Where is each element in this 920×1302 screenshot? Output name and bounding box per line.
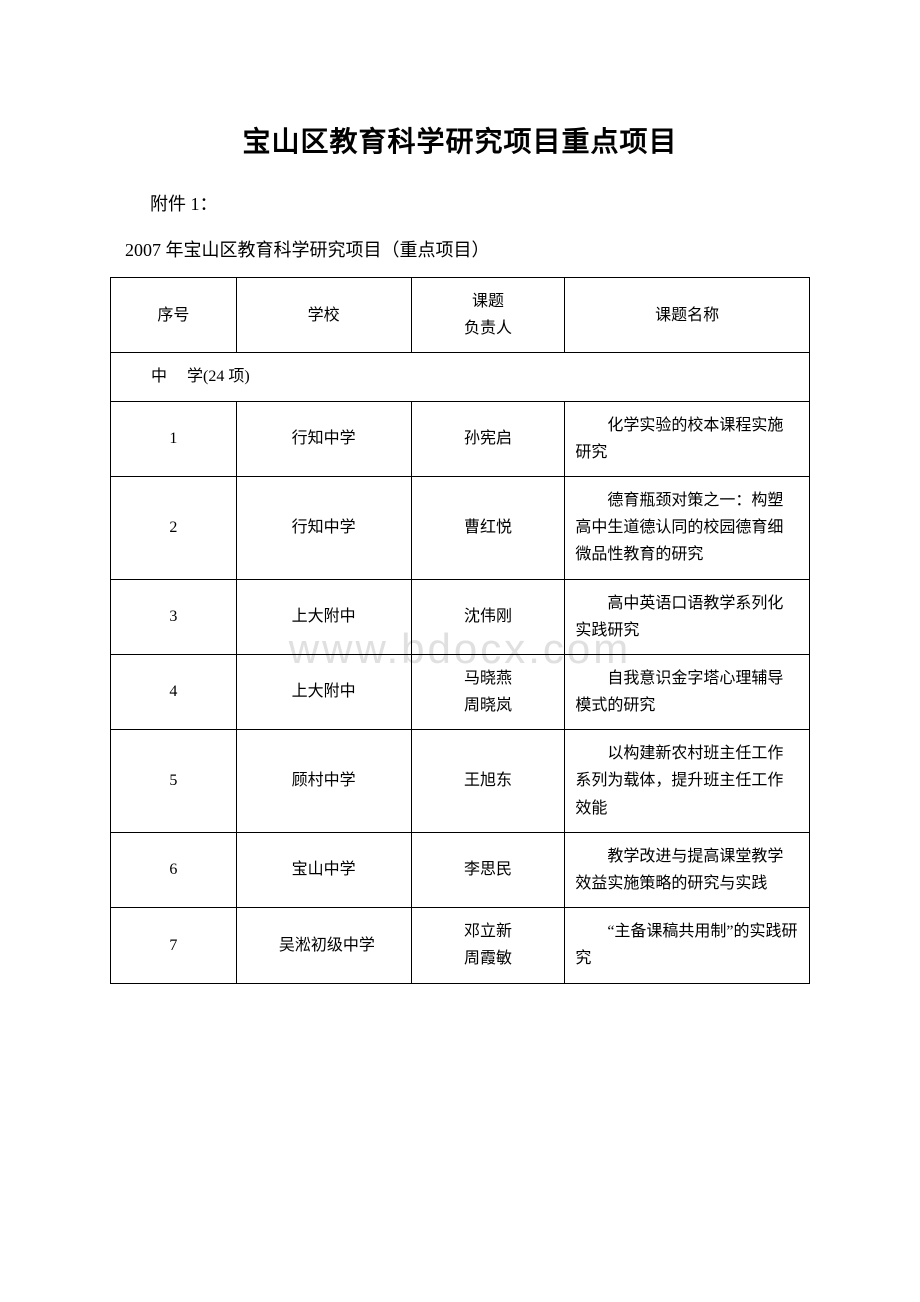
- cell-num: 3: [111, 579, 237, 654]
- cell-school: 宝山中学: [236, 832, 411, 907]
- cell-person: 王旭东: [411, 730, 565, 833]
- cell-school: 顾村中学: [236, 730, 411, 833]
- section-row: 中 学(24 项): [111, 353, 810, 401]
- cell-num: 4: [111, 654, 237, 729]
- cell-person: 孙宪启: [411, 401, 565, 476]
- table-header-row: 序号 学校 课题 负责人 课题名称: [111, 278, 810, 353]
- table-row: 1 行知中学 孙宪启 化学实验的校本课程实施研究: [111, 401, 810, 476]
- cell-topic: “主备课稿共用制”的实践研究: [565, 908, 810, 983]
- table-row: 5 顾村中学 王旭东 以构建新农村班主任工作系列为载体，提升班主任工作效能: [111, 730, 810, 833]
- table-row: 6 宝山中学 李思民 教学改进与提高课堂教学效益实施策略的研究与实践: [111, 832, 810, 907]
- cell-person: 马晓燕 周晓岚: [411, 654, 565, 729]
- cell-school: 行知中学: [236, 476, 411, 579]
- cell-person: 沈伟刚: [411, 579, 565, 654]
- cell-topic: 自我意识金字塔心理辅导模式的研究: [565, 654, 810, 729]
- subtitle: 2007 年宝山区教育科学研究项目（重点项目）: [125, 236, 810, 262]
- cell-person: 邓立新 周霞敏: [411, 908, 565, 983]
- cell-topic: 化学实验的校本课程实施研究: [565, 401, 810, 476]
- cell-num: 6: [111, 832, 237, 907]
- cell-num: 7: [111, 908, 237, 983]
- cell-num: 2: [111, 476, 237, 579]
- projects-table: 序号 学校 课题 负责人 课题名称 中 学(24 项) 1 行知中学 孙宪启 化…: [110, 277, 810, 984]
- table-row: 3 上大附中 沈伟刚 高中英语口语教学系列化实践研究: [111, 579, 810, 654]
- cell-school: 上大附中: [236, 579, 411, 654]
- cell-num: 5: [111, 730, 237, 833]
- cell-school: 上大附中: [236, 654, 411, 729]
- section-label: 中 学(24 项): [111, 353, 810, 401]
- cell-person: 李思民: [411, 832, 565, 907]
- cell-topic: 以构建新农村班主任工作系列为载体，提升班主任工作效能: [565, 730, 810, 833]
- header-school: 学校: [236, 278, 411, 353]
- page-title: 宝山区教育科学研究项目重点项目: [110, 120, 810, 160]
- table-row: 2 行知中学 曹红悦 德育瓶颈对策之一：构塑高中生道德认同的校园德育细微品性教育…: [111, 476, 810, 579]
- header-person: 课题 负责人: [411, 278, 565, 353]
- cell-topic: 德育瓶颈对策之一：构塑高中生道德认同的校园德育细微品性教育的研究: [565, 476, 810, 579]
- table-row: 4 上大附中 马晓燕 周晓岚 自我意识金字塔心理辅导模式的研究: [111, 654, 810, 729]
- cell-topic: 高中英语口语教学系列化实践研究: [565, 579, 810, 654]
- cell-topic: 教学改进与提高课堂教学效益实施策略的研究与实践: [565, 832, 810, 907]
- header-num: 序号: [111, 278, 237, 353]
- cell-num: 1: [111, 401, 237, 476]
- cell-person: 曹红悦: [411, 476, 565, 579]
- header-topic: 课题名称: [565, 278, 810, 353]
- cell-school: 吴淞初级中学: [236, 908, 411, 983]
- cell-school: 行知中学: [236, 401, 411, 476]
- table-row: 7 吴淞初级中学 邓立新 周霞敏 “主备课稿共用制”的实践研究: [111, 908, 810, 983]
- attachment-label: 附件 1：: [150, 190, 810, 216]
